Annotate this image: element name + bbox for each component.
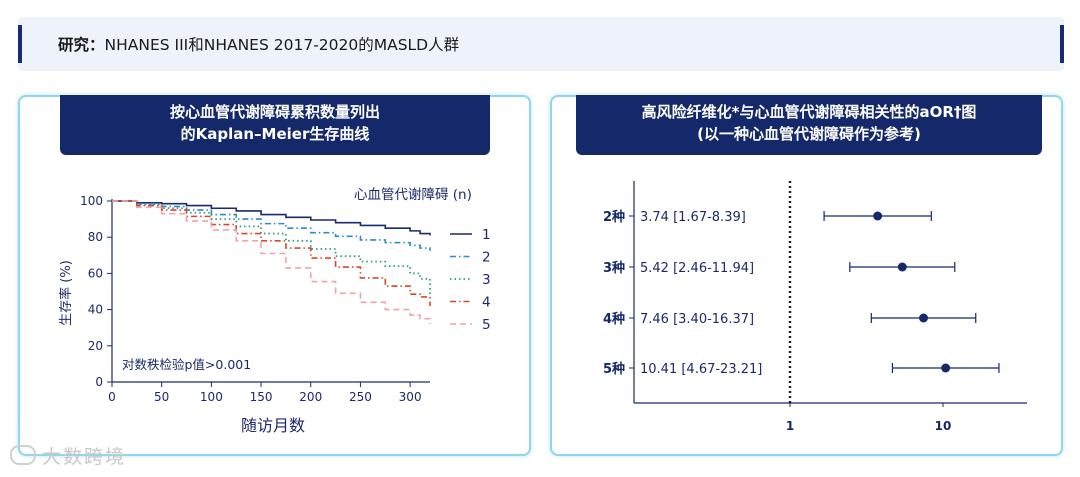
legend-label-1: 1 [482, 227, 491, 243]
x-tick-label: 200 [299, 390, 322, 404]
x-tick-label: 300 [399, 390, 422, 404]
x-tick-label: 50 [154, 390, 169, 404]
forest-x-tick-label: 1 [786, 419, 794, 433]
forest-row-label: 4种 [603, 311, 625, 327]
or-point [873, 211, 883, 221]
watermark-logo-icon [10, 445, 36, 465]
km-title-line2: 的Kaplan–Meier生存曲线 [180, 125, 370, 143]
x-tick-label: 250 [349, 390, 372, 404]
banner-text: 研究：NHANES III和NHANES 2017-2020的MASLD人群 [58, 33, 459, 55]
y-tick-label: 80 [88, 230, 103, 244]
or-point [941, 363, 951, 373]
legend-label-2: 2 [482, 250, 491, 266]
study-banner: 研究：NHANES III和NHANES 2017-2020的MASLD人群 [18, 17, 1064, 71]
legend-label-5: 5 [482, 317, 491, 333]
x-tick-label: 0 [108, 390, 116, 404]
or-point [897, 262, 907, 272]
forest-row-value: 7.46 [3.40-16.37] [640, 312, 754, 327]
km-chart: 0 20 40 60 80 100 0 50 100 150 200 250 300 随访月数 生存率 (%… [58, 187, 491, 435]
forest-chart: 1 10 2种 3.74 [1.67-8.39] 3种 5.42 [2.46-11.94]… [603, 181, 1027, 433]
y-axis-title: 生存率 (%) [58, 260, 74, 326]
forest-row-value: 10.41 [4.67-23.21] [640, 362, 762, 377]
forest-x-tick-label: 10 [935, 419, 952, 433]
km-curve-1 [112, 200, 431, 236]
km-curve-2 [112, 200, 431, 251]
km-curve-5 [112, 200, 431, 325]
x-tick-label: 150 [250, 390, 273, 404]
legend-label-3: 3 [482, 272, 491, 288]
banner-accent-left [18, 25, 22, 63]
legend-label-4: 4 [482, 295, 491, 311]
y-tick-label: 0 [95, 375, 103, 389]
x-axis-title: 随访月数 [241, 416, 305, 435]
watermark: 大数跨境 [10, 442, 126, 469]
y-tick-label: 40 [88, 303, 103, 317]
forest-row-label: 5种 [603, 361, 625, 377]
forest-panel-title: 高风险纤维化*与心血管代谢障碍相关性的aOR†图 (以一种心血管代谢障碍作为参考… [576, 95, 1042, 155]
y-tick-label: 100 [80, 194, 103, 208]
forest-panel: 高风险纤维化*与心血管代谢障碍相关性的aOR†图 (以一种心血管代谢障碍作为参考… [550, 95, 1063, 456]
forest-row-value: 3.74 [1.67-8.39] [640, 210, 746, 225]
banner-study: NHANES III和NHANES 2017-2020的MASLD人群 [104, 36, 460, 54]
x-tick-label: 100 [200, 390, 223, 404]
legend-title: 心血管代谢障碍 (n) [354, 187, 472, 203]
forest-title-line2: (以一种心血管代谢障碍作为参考) [697, 125, 921, 143]
forest-row-label: 3种 [603, 260, 625, 276]
km-curve-3 [112, 200, 431, 296]
forest-title-line1: 高风险纤维化*与心血管代谢障碍相关性的aOR†图 [641, 103, 977, 121]
km-panel: 按心血管代谢障碍累积数量列出 的Kaplan–Meier生存曲线 0 20 40 60… [18, 95, 531, 456]
y-tick-label: 60 [88, 266, 103, 280]
forest-row-label: 2种 [603, 209, 625, 225]
banner-accent-right [1060, 25, 1064, 63]
banner-label: 研究： [58, 36, 105, 54]
logrank-annotation: 对数秩检验p值>0.001 [122, 357, 251, 372]
y-tick-label: 20 [88, 339, 103, 353]
watermark-text: 大数跨境 [42, 446, 127, 468]
km-curve-4 [112, 200, 431, 306]
km-title-line1: 按心血管代谢障碍累积数量列出 [169, 103, 380, 121]
km-panel-title: 按心血管代谢障碍累积数量列出 的Kaplan–Meier生存曲线 [60, 95, 490, 155]
forest-row-value: 5.42 [2.46-11.94] [640, 261, 754, 276]
or-point [919, 313, 929, 323]
